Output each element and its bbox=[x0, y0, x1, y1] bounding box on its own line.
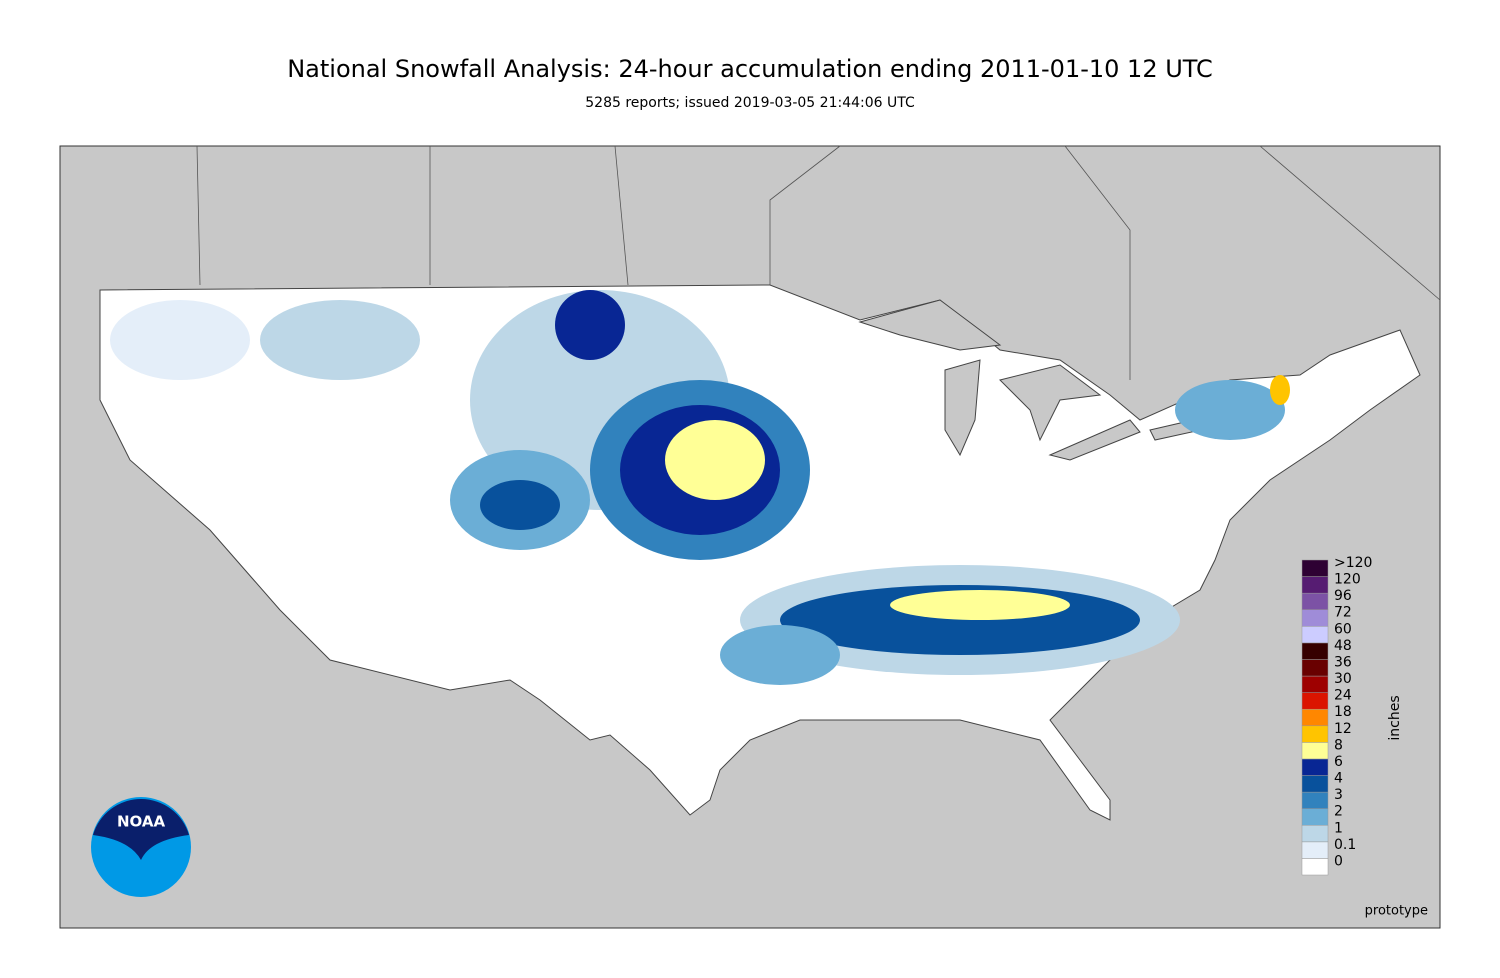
title: National Snowfall Analysis: 24-hour accu… bbox=[287, 55, 1213, 83]
note: prototype bbox=[1365, 904, 1428, 919]
legend-swatch bbox=[1301, 592, 1329, 610]
legend-label: >120 bbox=[1334, 555, 1372, 571]
legend-swatch bbox=[1301, 758, 1329, 776]
logo-text: NOAA bbox=[117, 813, 166, 831]
legend-label: 18 bbox=[1334, 704, 1352, 720]
legend-unit: inches bbox=[1387, 695, 1403, 740]
legend-swatch bbox=[1301, 642, 1329, 660]
legend-label: 4 bbox=[1334, 771, 1343, 787]
legend-swatch bbox=[1301, 841, 1329, 859]
legend-swatch bbox=[1301, 708, 1329, 727]
boundaries bbox=[196, 145, 1441, 380]
legend-label: 120 bbox=[1334, 572, 1361, 588]
legend-swatch bbox=[1301, 775, 1329, 793]
snowfall-areas bbox=[110, 290, 1290, 685]
legend-swatch bbox=[1301, 692, 1329, 710]
legend-label: 12 bbox=[1334, 721, 1352, 737]
legend-swatch bbox=[1301, 559, 1329, 577]
legend-label: 30 bbox=[1334, 671, 1352, 687]
legend-label: 60 bbox=[1334, 621, 1352, 637]
legend-swatch bbox=[1301, 725, 1329, 743]
legend-swatch bbox=[1301, 576, 1329, 594]
legend-swatch bbox=[1301, 808, 1329, 826]
legend-label: 96 bbox=[1334, 588, 1352, 604]
legend-label: 48 bbox=[1334, 638, 1352, 654]
legend-swatch bbox=[1301, 626, 1329, 644]
legend-label: 3 bbox=[1334, 787, 1343, 803]
legend-swatch bbox=[1301, 825, 1329, 843]
noaa-logo: NOAA bbox=[91, 797, 191, 897]
legend-label: 0 bbox=[1334, 853, 1343, 869]
legend-swatch bbox=[1301, 659, 1329, 677]
legend-label: 36 bbox=[1334, 654, 1352, 670]
legend-swatch bbox=[1301, 791, 1329, 809]
legend-label: 72 bbox=[1334, 605, 1352, 621]
legend-swatch bbox=[1301, 858, 1329, 876]
legend-label: 24 bbox=[1334, 688, 1352, 704]
legend-label: 0.1 bbox=[1334, 837, 1356, 853]
legend-label: 1 bbox=[1334, 820, 1343, 836]
legend-label: 2 bbox=[1334, 804, 1343, 820]
legend-swatch bbox=[1301, 609, 1329, 627]
legend-swatch bbox=[1301, 742, 1329, 760]
legend-label: 8 bbox=[1334, 737, 1343, 753]
subtitle: 5285 reports; issued 2019-03-05 21:44:06… bbox=[585, 95, 915, 111]
great-lakes bbox=[858, 299, 1216, 461]
legend-swatch bbox=[1301, 675, 1329, 693]
legend-label: 6 bbox=[1334, 754, 1343, 770]
